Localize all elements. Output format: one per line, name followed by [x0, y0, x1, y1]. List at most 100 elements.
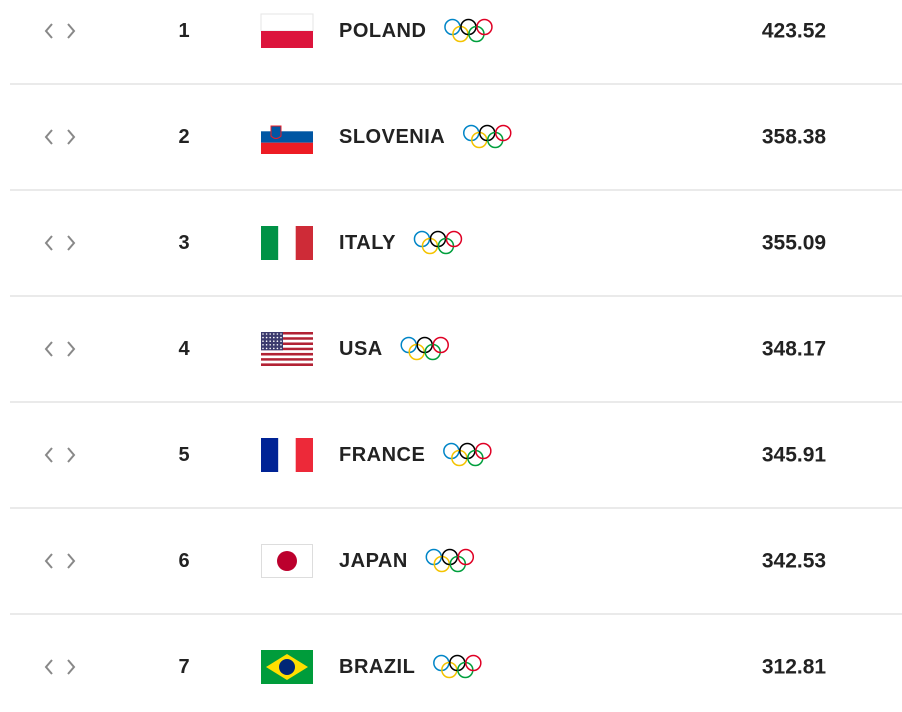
arrow-left[interactable] [44, 235, 53, 251]
flag-stripe [261, 360, 313, 364]
country-name: POLAND [339, 20, 426, 42]
country-name: JAPAN [339, 550, 408, 572]
flag-star [265, 340, 268, 342]
olympic-rings [444, 18, 493, 43]
flag-band [295, 226, 313, 260]
table-row: 7 BRAZIL 312.81 [44, 650, 827, 684]
flag-star [269, 336, 271, 339]
flag-star [280, 333, 282, 335]
arrow-left[interactable] [44, 23, 53, 39]
flag [261, 332, 313, 366]
flag-star [262, 344, 264, 346]
flag-star [269, 340, 271, 342]
flag-band [261, 120, 313, 132]
flag-band [260, 13, 314, 32]
flag-star [265, 333, 268, 335]
table-row: 5 FRANCE 345.91 [44, 438, 826, 472]
arrow-right[interactable] [67, 659, 76, 675]
table-row: 3 ITALY 355.09 [44, 226, 826, 260]
arrow-right[interactable] [67, 23, 76, 39]
ring [465, 654, 482, 672]
flag-star [273, 333, 275, 335]
flag-star [269, 347, 271, 350]
row-arrows[interactable] [44, 129, 76, 145]
country-name: BRAZIL [339, 656, 415, 678]
flag-band [261, 142, 313, 154]
rank: 3 [178, 232, 189, 254]
row-arrows[interactable] [44, 447, 76, 463]
arrow-right[interactable] [67, 553, 76, 569]
flag-band [261, 226, 279, 260]
flag-star [265, 344, 268, 346]
flag-star [262, 347, 264, 350]
flag-star [280, 336, 282, 339]
flag [261, 226, 313, 260]
flag-stripe [261, 339, 313, 343]
flag-band [261, 31, 313, 48]
arrow-right[interactable] [67, 447, 76, 463]
row-arrows[interactable] [44, 235, 76, 251]
rank: 1 [178, 20, 189, 42]
olympic-rings [413, 230, 463, 255]
arrow-right[interactable] [67, 341, 76, 357]
rank: 7 [178, 656, 189, 678]
arrow-right[interactable] [67, 235, 76, 251]
points: 312.81 [762, 656, 827, 679]
olympic-rings [400, 336, 449, 361]
row-arrows[interactable] [44, 553, 76, 569]
ring [476, 18, 493, 36]
flag-stripe [261, 345, 313, 348]
flag-stripe [261, 355, 313, 359]
flag-star [280, 347, 282, 350]
flag-star [280, 344, 282, 346]
arrow-left[interactable] [44, 341, 53, 357]
flag-band [295, 438, 313, 472]
table-row: 6 JAPAN 342.53 [44, 544, 826, 578]
flag-stripe [261, 350, 313, 353]
flag [261, 650, 313, 684]
rank: 4 [178, 338, 190, 360]
flag [261, 544, 313, 578]
arrow-right[interactable] [67, 129, 76, 145]
arrow-left[interactable] [44, 447, 53, 463]
country-name: FRANCE [339, 444, 425, 466]
flag [260, 13, 314, 48]
arrow-left[interactable] [44, 553, 53, 569]
flag-stripe [261, 347, 313, 351]
arrow-left[interactable] [44, 129, 53, 145]
points: 355.09 [762, 232, 826, 255]
flag-stripe [261, 352, 313, 356]
row-arrows[interactable] [44, 23, 76, 39]
flag-star [280, 340, 282, 342]
flag-band [261, 438, 279, 472]
flag-band [278, 438, 296, 472]
ring [475, 442, 492, 460]
flag-star [262, 340, 264, 342]
flag-star [273, 347, 275, 350]
row-arrows[interactable] [44, 341, 76, 357]
olympic-rings [433, 654, 482, 679]
points: 423.52 [762, 20, 826, 43]
flag-sun [277, 551, 297, 571]
arrow-left[interactable] [44, 659, 53, 675]
row-arrows[interactable] [44, 659, 76, 675]
flag-stripe [261, 342, 313, 346]
olympic-rings [443, 442, 492, 467]
flag-star [273, 336, 275, 339]
flag-star [276, 336, 279, 339]
olympic-rings [463, 124, 512, 149]
country-name: USA [339, 338, 383, 360]
ring [432, 336, 449, 354]
rank: 2 [178, 126, 189, 148]
table-row: 2 SLOVENIA 358.38 [44, 120, 826, 154]
flag-star [276, 347, 279, 350]
flag-star [269, 344, 271, 346]
flag-stripe [261, 337, 313, 340]
rank: 6 [178, 550, 189, 572]
points: 348.17 [762, 338, 826, 361]
flag-star [273, 344, 275, 346]
flag-star [276, 333, 279, 335]
country-name: ITALY [339, 232, 396, 254]
